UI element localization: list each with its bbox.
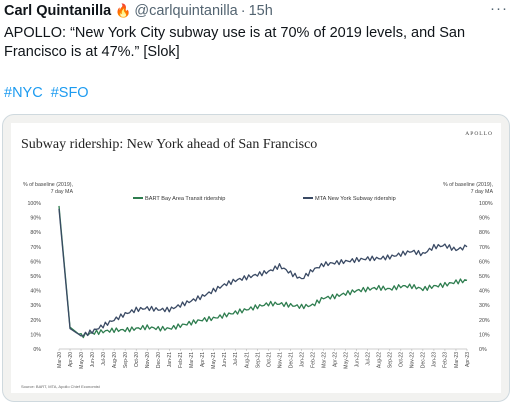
xtick-label: Mar-20 bbox=[57, 352, 63, 368]
chart-title: Subway ridership: New York ahead of San … bbox=[21, 137, 317, 152]
ylabel-right: % of baseline (2019),7 day MA bbox=[443, 182, 494, 195]
ytick-left-label: 80% bbox=[30, 230, 41, 236]
ytick-labels-right: 0% 10% 20% 30% 40% 50% 60% 70% 80% 90% 100% bbox=[479, 201, 493, 353]
ytick-left-label: 70% bbox=[30, 245, 41, 251]
ytick-right-label: 50% bbox=[479, 274, 490, 280]
xtick-label: Dec-21 bbox=[288, 352, 294, 368]
ytick-left-label: 10% bbox=[30, 332, 41, 338]
author-name[interactable]: Carl Quintanilla bbox=[4, 3, 112, 19]
xtick-label: Aug-20 bbox=[112, 352, 118, 368]
flame-icon: 🔥 bbox=[115, 3, 132, 18]
separator-dot: · bbox=[240, 3, 246, 19]
series-line-bart bbox=[58, 205, 468, 339]
xtick-label: Nov-20 bbox=[145, 352, 151, 368]
ytick-right-label: 60% bbox=[479, 259, 490, 265]
xtick-label: Feb-22 bbox=[310, 352, 316, 368]
xtick-label: Jan-22 bbox=[299, 352, 305, 368]
ytick-right-label: 30% bbox=[479, 303, 490, 309]
ytick-left-label: 40% bbox=[30, 289, 41, 295]
more-icon[interactable]: ··· bbox=[490, 0, 508, 17]
xtick-label: Jan-21 bbox=[167, 352, 173, 368]
xtick-label: May-22 bbox=[344, 352, 350, 369]
ylabel-left-line-1: % of baseline (2019), bbox=[23, 182, 73, 188]
xtick-label: Jan-23 bbox=[432, 352, 438, 368]
xtick-label: Jul-22 bbox=[366, 352, 372, 366]
timestamp[interactable]: 15h bbox=[248, 3, 273, 19]
ytick-right-label: 70% bbox=[479, 245, 490, 251]
xtick-label: Oct-21 bbox=[266, 352, 272, 367]
legend: BART Bay Area Transit ridership MTA New Y… bbox=[133, 196, 396, 202]
xtick-label: Aug-21 bbox=[244, 352, 250, 368]
xtick-label: Sep-21 bbox=[255, 352, 261, 368]
xtick-label: Jun-22 bbox=[355, 352, 361, 368]
ytick-right-label: 20% bbox=[479, 318, 490, 324]
xtick-label: Feb-21 bbox=[178, 352, 184, 368]
xtick-label: Dec-20 bbox=[156, 352, 162, 368]
ytick-right-label: 10% bbox=[479, 332, 490, 338]
series-lines bbox=[58, 205, 468, 339]
tweet-header: Carl Quintanilla 🔥 @carlquintanilla · 15… bbox=[4, 1, 508, 21]
xtick-label: Oct-20 bbox=[134, 352, 140, 367]
author-handle[interactable]: @carlquintanilla bbox=[134, 3, 238, 19]
xtick-label: Apr-20 bbox=[68, 352, 74, 367]
series-line-mta bbox=[58, 208, 468, 337]
xtick-label: Apr-23 bbox=[465, 352, 471, 367]
ylabel-right-line-1: % of baseline (2019), bbox=[443, 182, 493, 188]
ytick-left-label: 90% bbox=[30, 216, 41, 222]
ytick-labels-left: 0% 10% 20% 30% 40% 50% 60% 70% 80% 90% 100% bbox=[27, 201, 41, 353]
xtick-label: Jun-21 bbox=[222, 352, 228, 368]
xtick-label: Nov-21 bbox=[277, 352, 283, 368]
xtick-label: Apr-22 bbox=[332, 352, 338, 367]
xtick-label: Mar-21 bbox=[189, 352, 195, 368]
ytick-left-label: 60% bbox=[30, 259, 41, 265]
ytick-right-label: 80% bbox=[479, 230, 490, 236]
xtick-label: May-21 bbox=[211, 352, 217, 369]
hashtag-nyc[interactable]: #NYC bbox=[4, 85, 43, 101]
ytick-left-label: 100% bbox=[27, 201, 41, 207]
xtick-label: Jul-20 bbox=[101, 352, 107, 366]
hashtags: #NYC #SFO bbox=[4, 85, 93, 101]
chart-background bbox=[11, 123, 501, 393]
ytick-left-label: 20% bbox=[30, 318, 41, 324]
ytick-right-label: 100% bbox=[479, 201, 493, 207]
ylabel-left-line-2: 7 day MA bbox=[51, 189, 74, 195]
xtick-label: Apr-21 bbox=[200, 352, 206, 367]
xtick-label: Nov-22 bbox=[410, 352, 416, 368]
xtick-label: Jul-21 bbox=[233, 352, 239, 366]
xtick-label: Sep-22 bbox=[388, 352, 394, 368]
hashtag-sfo[interactable]: #SFO bbox=[50, 85, 89, 101]
xtick-label: Feb-23 bbox=[443, 352, 449, 368]
xtick-label: Aug-22 bbox=[377, 352, 383, 368]
xtick-labels: Mar-20 Apr-20 May-20 Jun-20 Jul-20 Aug-20 Sep-… bbox=[57, 348, 471, 369]
media-card[interactable]: Subway ridership: New York ahead of San … bbox=[2, 114, 510, 402]
xtick-label: May-20 bbox=[79, 352, 85, 369]
ylabel-left: % of baseline (2019),7 day MA bbox=[23, 182, 74, 195]
ytick-left-label: 30% bbox=[30, 303, 41, 309]
chart-source: Source: BART, MTA, Apollo Chief Economis… bbox=[21, 384, 101, 389]
ytick-right-label: 0% bbox=[479, 347, 487, 353]
xtick-label: Dec-22 bbox=[421, 352, 427, 368]
ytick-left-label: 50% bbox=[30, 274, 41, 280]
xtick-label: Mar-23 bbox=[454, 352, 460, 368]
xtick-label: Sep-20 bbox=[123, 352, 129, 368]
tweet-text: APOLLO: “New York City subway use is at … bbox=[4, 25, 466, 60]
xtick-label: Jun-20 bbox=[90, 352, 96, 368]
ytick-left-label: 0% bbox=[33, 347, 41, 353]
xtick-label: Mar-22 bbox=[321, 352, 327, 368]
xtick-label: Oct-22 bbox=[399, 352, 405, 367]
ytick-right-label: 90% bbox=[479, 216, 490, 222]
legend-label: MTA New York Subway ridership bbox=[315, 196, 396, 202]
ytick-right-label: 40% bbox=[479, 289, 490, 295]
legend-label: BART Bay Area Transit ridership bbox=[145, 196, 225, 202]
ylabel-right-line-2: 7 day MA bbox=[471, 189, 494, 195]
ridership-chart: Subway ridership: New York ahead of San … bbox=[11, 123, 501, 393]
apollo-logo: APOLLO bbox=[465, 131, 493, 137]
